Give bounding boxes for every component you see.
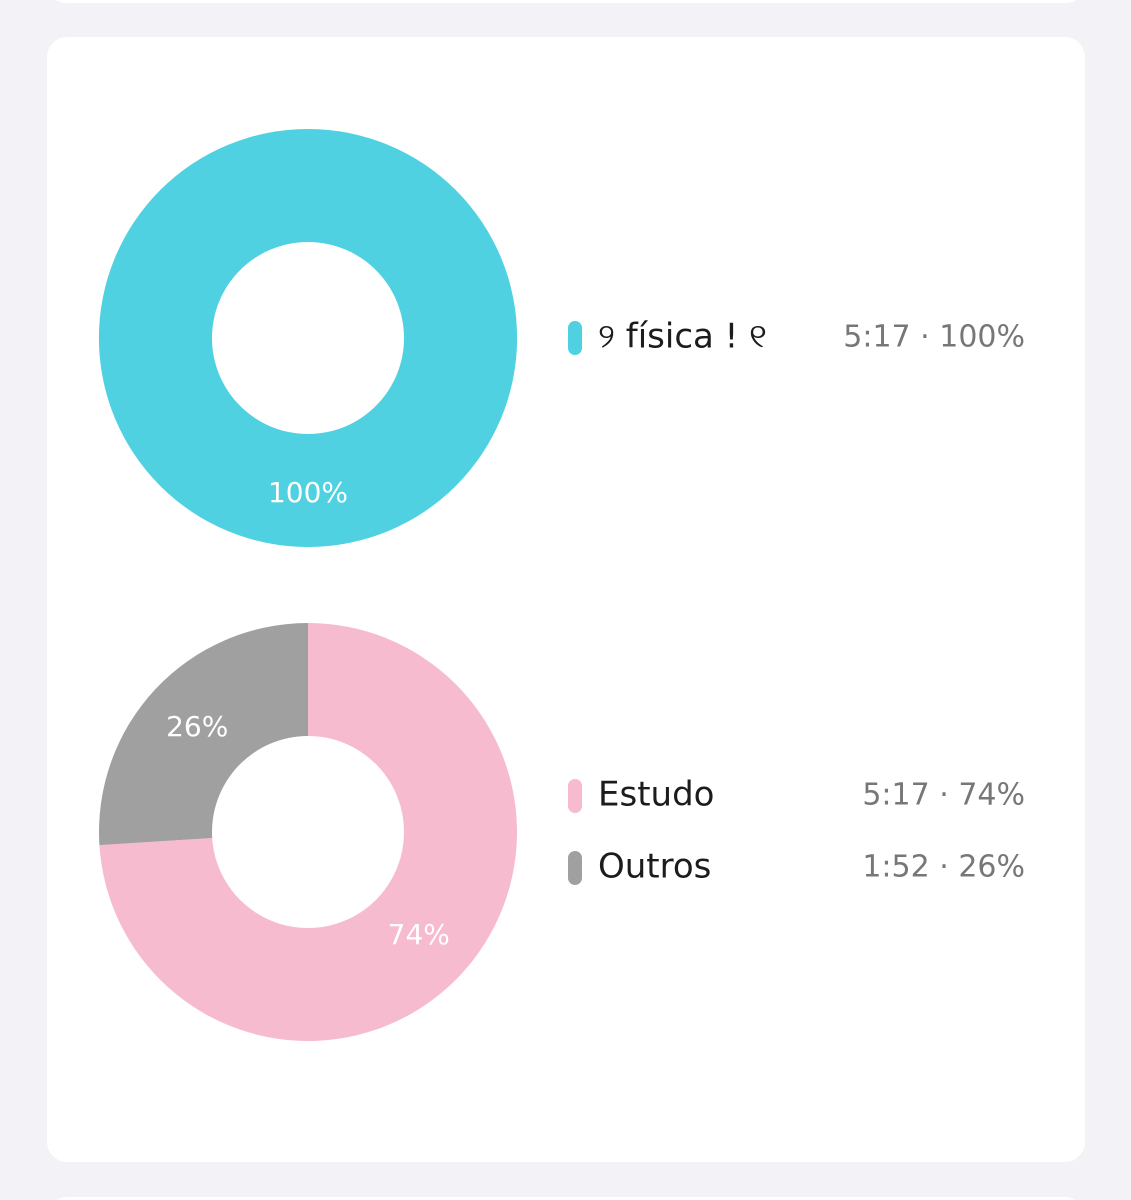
slice-label: 26% <box>166 710 228 743</box>
legend-label: Estudo <box>598 775 714 815</box>
slice <box>99 623 517 1041</box>
charts: 100% ୨ física ! ୧ 5:17 · 100% 74% Estudo 5:17… <box>98 128 1025 1041</box>
previous-card <box>55 0 1077 3</box>
slice <box>98 128 518 547</box>
next-card <box>56 1197 1076 1200</box>
legend-swatch <box>568 851 582 885</box>
legend-label: ୨ física ! ୧ <box>598 317 767 357</box>
slice-label: 74% <box>388 918 450 951</box>
slice-label: 100% <box>268 476 348 509</box>
card <box>47 37 1085 1162</box>
slice <box>98 623 308 846</box>
legend-label: Outros <box>598 847 711 887</box>
legend-swatch <box>568 321 582 355</box>
legend-detail: 5:17 · 74% <box>862 778 1025 813</box>
legend-detail: 5:17 · 100% <box>843 320 1025 355</box>
legend-swatch <box>568 779 582 813</box>
legend-detail: 1:52 · 26% <box>862 850 1025 885</box>
